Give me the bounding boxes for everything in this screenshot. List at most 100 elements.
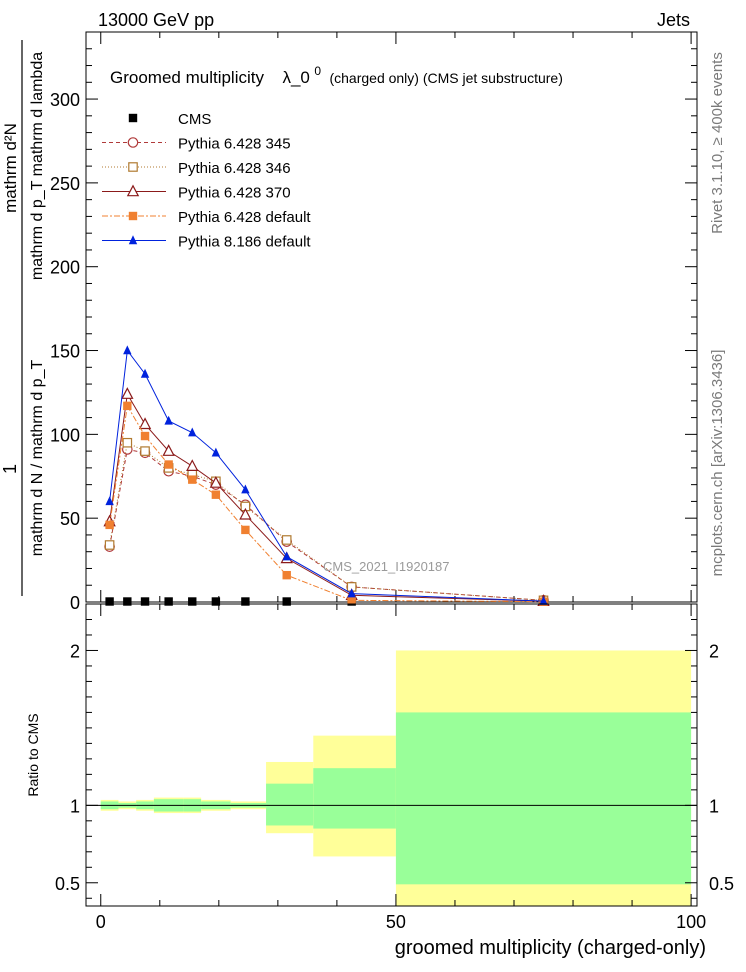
ratio-y-tick-label: 0.5 [55, 874, 80, 894]
data-point [105, 597, 114, 606]
legend-entry: Pythia 6.428 370 [102, 185, 291, 202]
data-point [211, 597, 221, 606]
data-point [105, 496, 114, 506]
series-4 [105, 401, 548, 606]
legend-label: Pythia 6.428 346 [178, 160, 291, 177]
data-point [282, 597, 291, 606]
title-symbol: λ_0 [282, 68, 309, 87]
series-line [109, 404, 544, 603]
ratio-y-tick-label: 1 [70, 796, 80, 816]
data-point [282, 570, 291, 580]
data-point [123, 401, 132, 411]
title-sub: (charged only) (CMS jet substructure) [329, 70, 562, 86]
plot-title: Groomed multiplicity λ_0 0 (charged only… [110, 62, 563, 87]
data-point [164, 597, 173, 606]
data-point [140, 597, 150, 606]
ratio-ylabel: Ratio to CMS [25, 713, 41, 796]
data-point [539, 595, 548, 605]
data-point [241, 484, 250, 494]
legend-marker [128, 162, 138, 172]
x-tick-label: 50 [386, 912, 406, 932]
data-point [138, 417, 152, 430]
data-point [123, 345, 132, 355]
legend-marker [128, 211, 138, 221]
legend-entry: Pythia 6.428 default [102, 209, 311, 226]
data-point [347, 588, 356, 598]
data-point [241, 525, 250, 535]
series-line [109, 349, 544, 602]
data-point [105, 520, 114, 530]
main-series-group [103, 345, 550, 606]
ratio-band-inner [266, 783, 314, 826]
series-line [109, 448, 544, 601]
series-line [109, 392, 544, 602]
ratio-band-inner [313, 768, 396, 829]
legend-entry: CMS [128, 111, 211, 128]
legend-label: Pythia 6.428 default [178, 209, 311, 226]
data-point [162, 444, 175, 456]
title-superscript: 0 [314, 64, 321, 78]
legend-entry: Pythia 8.186 default [102, 234, 311, 251]
ratio-band-inner [395, 712, 692, 885]
data-point [140, 368, 150, 378]
legend-label: Pythia 6.428 370 [178, 185, 291, 202]
data-point [123, 597, 132, 606]
data-point [186, 459, 199, 472]
data-point [211, 447, 221, 457]
legend-entry: Pythia 6.428 346 [102, 160, 291, 177]
data-point [241, 597, 250, 606]
legend-entry: Pythia 6.428 345 [102, 136, 291, 153]
main-y-ticks: 0 50 100 150 200 250 300 [50, 32, 697, 613]
legend-label: Pythia 8.186 default [178, 234, 311, 251]
data-point [140, 446, 150, 456]
legend-marker [126, 184, 140, 197]
data-point [188, 427, 197, 437]
ratio-plot-frame [85, 603, 698, 907]
series-line [109, 442, 544, 601]
y-tick-label: 0 [70, 593, 80, 613]
header-right: Jets [657, 10, 690, 30]
legend-label: Pythia 6.428 345 [178, 136, 291, 153]
ylabel-numerator: mathrm d²N [1, 123, 20, 213]
data-point [164, 460, 173, 469]
data-point [164, 415, 173, 425]
mcplots-label: mcplots.cern.ch [arXiv:1306.3436] [709, 350, 726, 577]
ratio-y-tick-label: 2 [70, 641, 80, 661]
ylabel-numerator-line2: mathrm d p_T mathrm d lambda [29, 52, 46, 280]
main-panel: 0 50 100 150 200 250 300 Groomed multiplicity … [50, 31, 698, 613]
legend-marker [128, 113, 138, 123]
ratio-panel: 0.5 0.5 1 1 2 2 0 50 100 Ratio to CMS groomed mu… [25, 603, 734, 959]
data-point [347, 596, 356, 605]
data-point [122, 437, 133, 448]
ratio-ticks: 0.5 0.5 1 1 2 2 0 50 100 [55, 604, 734, 932]
ylabel-prefactor: 1 [0, 464, 20, 474]
ratio-y-tick-label-right: 1 [709, 796, 719, 816]
y-tick-label: 150 [50, 342, 80, 362]
rivet-label: Rivet 3.1.10, ≥ 400k events [709, 52, 726, 234]
data-point [188, 475, 197, 484]
x-tick-label: 100 [676, 912, 706, 932]
main-ylabel: 1 mathrm d²N mathrm d p_T mathrm d lambd… [0, 40, 46, 596]
ratio-y-tick-label-right: 2 [709, 641, 719, 661]
data-point [104, 540, 115, 550]
ratio-bands [86, 650, 697, 906]
legend-label: CMS [178, 111, 211, 128]
data-point [209, 475, 223, 488]
series-5 [105, 345, 548, 605]
ylabel-denominator: mathrm d N / mathrm d p_T [29, 360, 46, 557]
analysis-label: CMS_2021_I1920187 [323, 559, 450, 574]
data-point [281, 535, 292, 545]
ratio-y-tick-label-right: 0.5 [709, 874, 734, 894]
data-point [282, 551, 291, 561]
y-tick-label: 50 [60, 509, 80, 529]
y-tick-label: 200 [50, 258, 80, 278]
data-point [121, 387, 134, 399]
y-tick-label: 300 [50, 90, 80, 110]
title-main: Groomed multiplicity [110, 68, 264, 87]
legend-marker [128, 235, 138, 245]
y-tick-label: 100 [50, 425, 80, 445]
legend-marker [127, 137, 139, 148]
y-tick-label: 250 [50, 174, 80, 194]
x-tick-label: 0 [96, 912, 106, 932]
